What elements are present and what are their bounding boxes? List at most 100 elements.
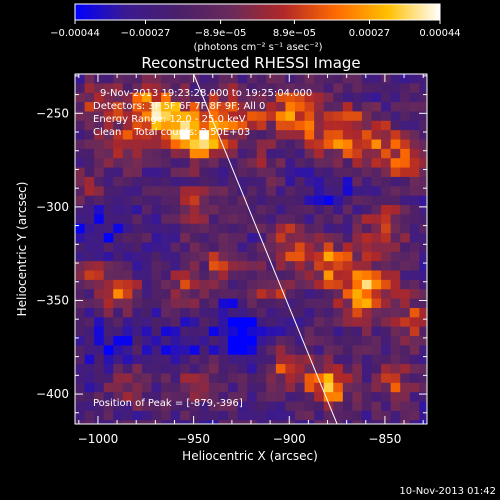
heatmap-cell — [275, 242, 287, 253]
heatmap-cell — [361, 364, 373, 375]
heatmap-cell — [113, 205, 124, 215]
heatmap-cell — [323, 251, 334, 262]
heatmap-cell — [390, 158, 401, 169]
heatmap-cell — [323, 401, 334, 412]
heatmap-cell — [247, 307, 258, 318]
heatmap-cell — [189, 242, 200, 253]
heatmap-cell — [103, 167, 114, 178]
heatmap-cell — [314, 364, 325, 375]
heatmap-cell — [180, 176, 191, 187]
heatmap-cell — [94, 298, 105, 309]
heatmap-cell — [161, 139, 172, 150]
heatmap-cell — [333, 83, 344, 94]
heatmap-cell — [285, 373, 296, 384]
heatmap-cell — [371, 195, 382, 206]
heatmap-cell — [103, 354, 114, 365]
heatmap-cell — [247, 130, 258, 141]
heatmap-cell — [180, 251, 191, 262]
heatmap-cell — [75, 420, 86, 424]
heatmap-cell — [122, 158, 133, 169]
heatmap-cell — [275, 261, 287, 272]
heatmap-cell — [381, 195, 392, 206]
heatmap-cell — [295, 214, 306, 225]
heatmap-cell — [295, 307, 306, 318]
heatmap-cell — [314, 83, 325, 94]
y-axis-label: Heliocentric Y (arcsec) — [15, 182, 29, 317]
heatmap-cell — [208, 279, 220, 290]
heatmap-cell — [103, 205, 114, 215]
heatmap-cell — [237, 373, 248, 384]
heatmap-cell — [151, 158, 162, 169]
heatmap-cell — [314, 148, 325, 159]
heatmap-cell — [113, 242, 124, 253]
heatmap-cell — [170, 120, 181, 131]
heatmap-cell — [75, 326, 86, 337]
heatmap-cell — [103, 289, 114, 300]
heatmap-cell — [199, 336, 210, 346]
heatmap-cell — [141, 139, 153, 150]
heatmap-cell — [352, 186, 363, 197]
heatmap-cell — [314, 205, 325, 215]
heatmap-cell — [103, 186, 114, 197]
heatmap-cell — [218, 195, 229, 206]
heatmap-cell — [333, 298, 344, 309]
heatmap-cell — [314, 345, 325, 356]
heatmap-cell — [381, 364, 392, 375]
heatmap-cell — [390, 298, 401, 309]
heatmap-cell — [247, 373, 258, 384]
heatmap-cell — [84, 382, 95, 393]
heatmap-cell — [228, 74, 239, 84]
heatmap-cell — [237, 382, 248, 393]
heatmap-cell — [400, 195, 411, 206]
heatmap-cell — [323, 195, 334, 206]
heatmap-cell — [419, 261, 427, 272]
heatmap-cell — [122, 233, 133, 244]
heatmap-cell — [342, 242, 353, 253]
heatmap-cell — [361, 74, 373, 84]
heatmap-cell — [247, 251, 258, 262]
colorbar-unit-label: (photons cm⁻² s⁻¹ asec⁻²) — [193, 42, 322, 53]
heatmap-cell — [180, 186, 191, 197]
heatmap-cell — [161, 102, 172, 113]
heatmap-cell — [390, 354, 401, 365]
heatmap-cell — [304, 364, 315, 375]
heatmap-cell — [352, 392, 363, 403]
heatmap-cell — [228, 336, 239, 346]
heatmap-cell — [189, 345, 200, 356]
heatmap-cell — [285, 130, 296, 141]
heatmap-cell — [409, 176, 420, 187]
heatmap-cell — [84, 130, 95, 141]
heatmap-cell — [189, 111, 200, 122]
heatmap-cell — [103, 74, 114, 84]
heatmap-cell — [314, 326, 325, 337]
heatmap-cell — [247, 92, 258, 103]
heatmap-cell — [400, 354, 411, 365]
heatmap-cell — [208, 92, 220, 103]
heatmap-cell — [84, 102, 95, 113]
heatmap-cell — [295, 195, 306, 206]
heatmap-cell — [180, 214, 191, 225]
heatmap-cell — [132, 401, 143, 412]
heatmap-cell — [256, 167, 267, 178]
heatmap-cell — [228, 410, 239, 421]
heatmap-cell — [151, 233, 162, 244]
heatmap-cell — [266, 205, 277, 215]
heatmap-cell — [323, 307, 334, 318]
heatmap-cell — [295, 120, 306, 131]
heatmap-cell — [361, 392, 373, 403]
heatmap-image — [75, 74, 427, 424]
heatmap-cell — [94, 279, 105, 290]
heatmap-cell — [141, 373, 153, 384]
heatmap-cell — [419, 373, 427, 384]
heatmap-cell — [381, 176, 392, 187]
heatmap-cell — [103, 345, 114, 356]
heatmap-cell — [390, 382, 401, 393]
heatmap-cell — [199, 205, 210, 215]
heatmap-cell — [199, 195, 210, 206]
heatmap-cell — [247, 410, 258, 421]
heatmap-cell — [342, 74, 353, 84]
heatmap-cell — [132, 410, 143, 421]
heatmap-cell — [333, 167, 344, 178]
heatmap-cell — [103, 233, 114, 244]
colorbar-tick-label: 8.9e−05 — [273, 28, 316, 39]
